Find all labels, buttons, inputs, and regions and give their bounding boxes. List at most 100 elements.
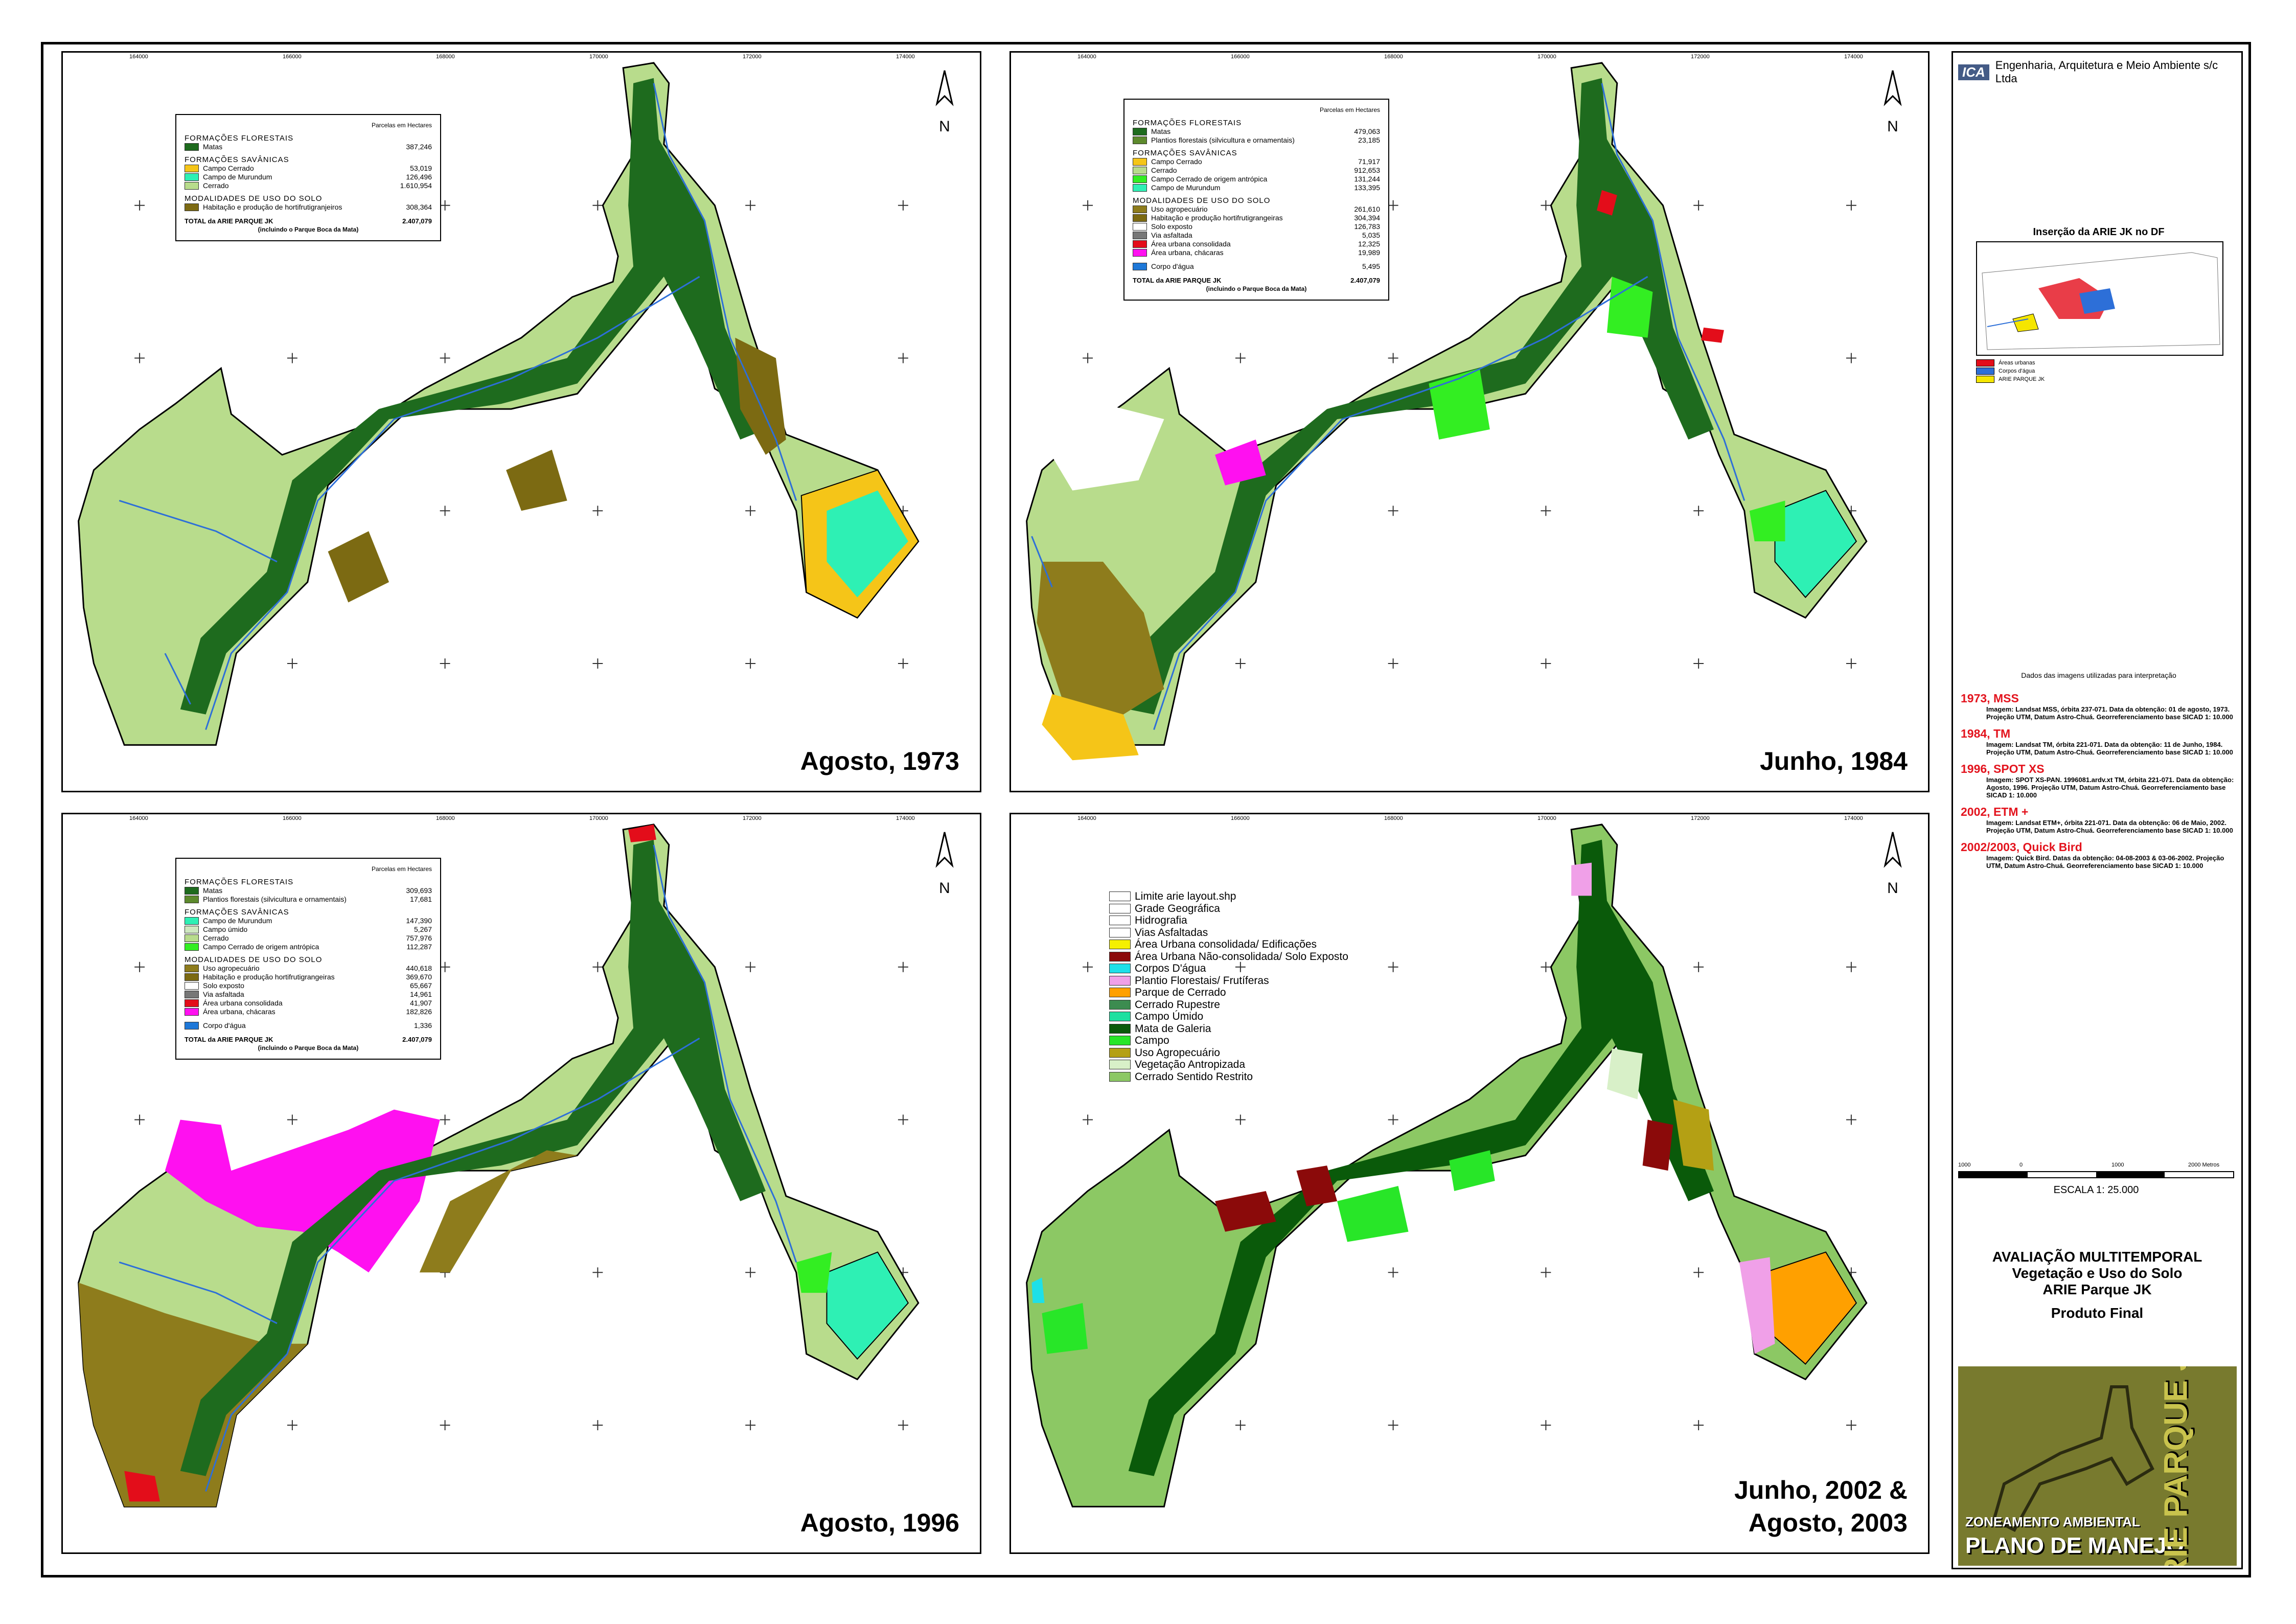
legend-row: Solo exposto 126,783 [1133,222,1380,231]
legend-label: Limite arie layout.shp [1135,890,1236,902]
grid-cross [592,962,603,972]
inset-swatch [1976,376,1994,383]
grid-cross [134,200,145,211]
legend-value: 53,019 [410,164,432,172]
plantio-n [1571,862,1592,896]
legend-swatch [1133,263,1147,270]
legend-swatch [1133,214,1147,222]
grid-cross [1541,962,1551,972]
grid-cross [745,962,756,972]
stamp-arie: ARIE PARQUE JK [2157,1366,2194,1566]
legend-row: Campo de Murundum 126,496 [185,173,432,181]
coord-x: 164000 [1077,54,1096,60]
stamp-zoneamento: ZONEAMENTO AMBIENTAL [1965,1514,2140,1529]
legend-value: 71,917 [1358,157,1380,166]
solo-exposto [1215,1191,1276,1232]
grid-cross [1693,1420,1704,1430]
legend-swatch [1133,167,1147,174]
legend-value: 19,989 [1358,248,1380,257]
chacaras [1215,439,1266,486]
legend-swatch [1109,988,1131,998]
legend-swatch [185,926,199,933]
map-panel-1996[interactable]: N Parcelas em Hectares FORMAÇÕES FLORESTA… [61,813,981,1554]
campo-3 [1449,1150,1495,1191]
legend-value: 309,693 [406,886,432,895]
legend-row: Limite arie layout.shp [1109,890,1375,903]
coord-x: 166000 [1231,815,1250,821]
grid-cross [745,1267,756,1278]
map-panel-2003[interactable]: N Junho, 2002 & Agosto, 2003 164000 16600… [1009,813,1930,1554]
north-arrow: N [1875,68,1911,135]
scale-label: ESCALA 1: 25.000 [2053,1184,2139,1196]
legend-label: Campo Cerrado [203,164,254,172]
legend-label: Grade Geográfica [1135,902,1220,914]
legend-value: 147,390 [406,917,432,925]
legend-swatch [1133,136,1147,144]
inset-legend-label: Corpos d'água [1999,368,2035,374]
image-heading: 1973, MSS [1961,692,2019,705]
antropica-3 [1749,500,1785,542]
legend-section-uso: MODALIDADES DE USO DO SOLO [1133,196,1271,205]
grid-cross [1083,962,1093,972]
grid-cross [592,506,603,516]
grid-cross [1693,962,1704,972]
legend-swatch [1133,240,1147,248]
legend-label: Corpo d'água [203,1021,246,1030]
legend-section-savanicas: FORMAÇÕES SAVÂNICAS [1133,149,1237,157]
legend-label: Campo úmido [203,925,248,933]
grid-cross [745,506,756,516]
legend-swatch [1109,1071,1131,1082]
grid-cross [287,658,297,669]
panel-title: Junho, 1984 [1760,747,1908,775]
grid-cross [1235,353,1246,363]
legend-label: Área urbana, chácaras [1151,248,1224,257]
company-header: ICA Engenharia, Arquitetura e Meio Ambie… [1958,59,2241,85]
legend-header: Parcelas em Hectares [371,122,432,129]
inset-swatch [1976,359,1994,367]
legend-label: Habitação e produção de hortifrutigranje… [203,203,342,211]
grid-cross [1541,658,1551,669]
legend-row: Área urbana, chácaras 19,989 [1133,248,1380,257]
legend-swatch [1109,975,1131,986]
legend-incl: (incluindo o Parque Boca da Mata) [258,226,359,233]
legend-swatch [1109,916,1131,926]
legend-value: 1.610,954 [400,181,432,190]
image-heading: 2002/2003, Quick Bird [1961,840,2082,854]
grid-cross [440,1420,450,1430]
legend-row: Matas 479,063 [1133,127,1380,136]
legend-swatch [185,165,199,172]
map-panel-1984[interactable]: N Parcelas em Hectares FORMAÇÕES FLORESTA… [1009,51,1930,792]
coord-x: 172000 [743,815,762,821]
coord-x: 170000 [1537,54,1556,60]
legend-value: 5,495 [1362,262,1380,270]
grid-cross [592,200,603,211]
legend-swatch [1133,249,1147,257]
legend-label: Matas [1151,127,1171,135]
legend-swatch [185,887,199,895]
legend-label: Campo Cerrado de origem antrópica [1151,175,1268,183]
legend-row: Habitação e produção hortifrutigrangeira… [1133,214,1380,222]
legend-row: Cerrado Rupestre [1109,999,1375,1011]
stamp-map [1992,1385,2154,1532]
grid-cross [440,962,450,972]
grid-cross [745,1420,756,1430]
grid-cross [287,1114,297,1125]
project-stamp: ZONEAMENTO AMBIENTAL PLANO DE MANEJO ARI… [1958,1366,2237,1566]
coord-x: 170000 [1537,815,1556,821]
map-2003 [1026,824,1868,1507]
grid-cross [898,200,908,211]
grid-cross [1693,1267,1704,1278]
campo-murundum [826,490,908,598]
grid-cross [1083,353,1093,363]
legend-row: Área urbana consolidada 41,907 [185,999,432,1008]
uso-agro-2 [419,1150,578,1273]
legend-label: Parque de Cerrado [1135,987,1226,998]
legend-value: 112,287 [406,943,432,951]
legend-label: Campo de Murundum [203,917,272,925]
legend-value: 5,267 [414,925,432,933]
map-panel-1973[interactable]: N Parcelas em Hectares FORMAÇÕES FLORESTA… [61,51,981,792]
inset-map[interactable] [1976,241,2223,356]
legend-swatch [185,182,199,190]
scale-bar: 1000 0 1000 2000 Metros ESCALA 1: 25.000 [1958,1162,2234,1196]
sidebar: ICA Engenharia, Arquitetura e Meio Ambie… [1951,51,2243,1569]
